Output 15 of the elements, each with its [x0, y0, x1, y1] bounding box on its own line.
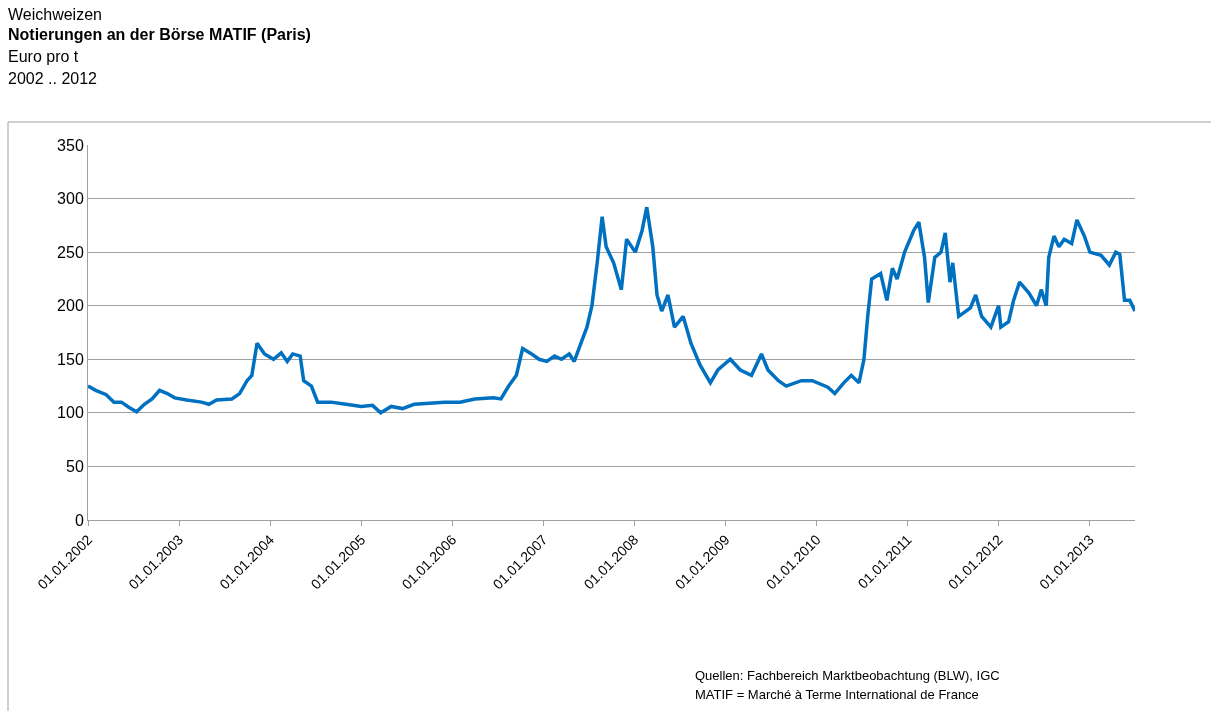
line-series: [88, 205, 1135, 415]
chart-subtitle: Notierungen an der Börse MATIF (Paris): [8, 26, 311, 43]
text: 2002 .. 2012: [8, 70, 98, 87]
y-axis-title: Euro pro t: [8, 48, 79, 65]
text: MATIF = Marché à Terme International de France: [695, 687, 979, 702]
y-tick-label: 300: [57, 190, 84, 208]
chart-title: Weichweizen: [8, 6, 102, 23]
y-tick-label: 50: [66, 458, 84, 476]
y-tick-label: 200: [57, 297, 84, 315]
y-tick-label: 350: [57, 136, 84, 154]
y-tick-label: 150: [57, 350, 84, 368]
y-tick-label: 100: [57, 404, 84, 422]
source-note: Quellen: Fachbereich Marktbeobachtung (BLW), IGC: [695, 668, 1000, 683]
y-tick-label: 250: [57, 243, 84, 261]
y-tick-label: 0: [74, 511, 84, 529]
